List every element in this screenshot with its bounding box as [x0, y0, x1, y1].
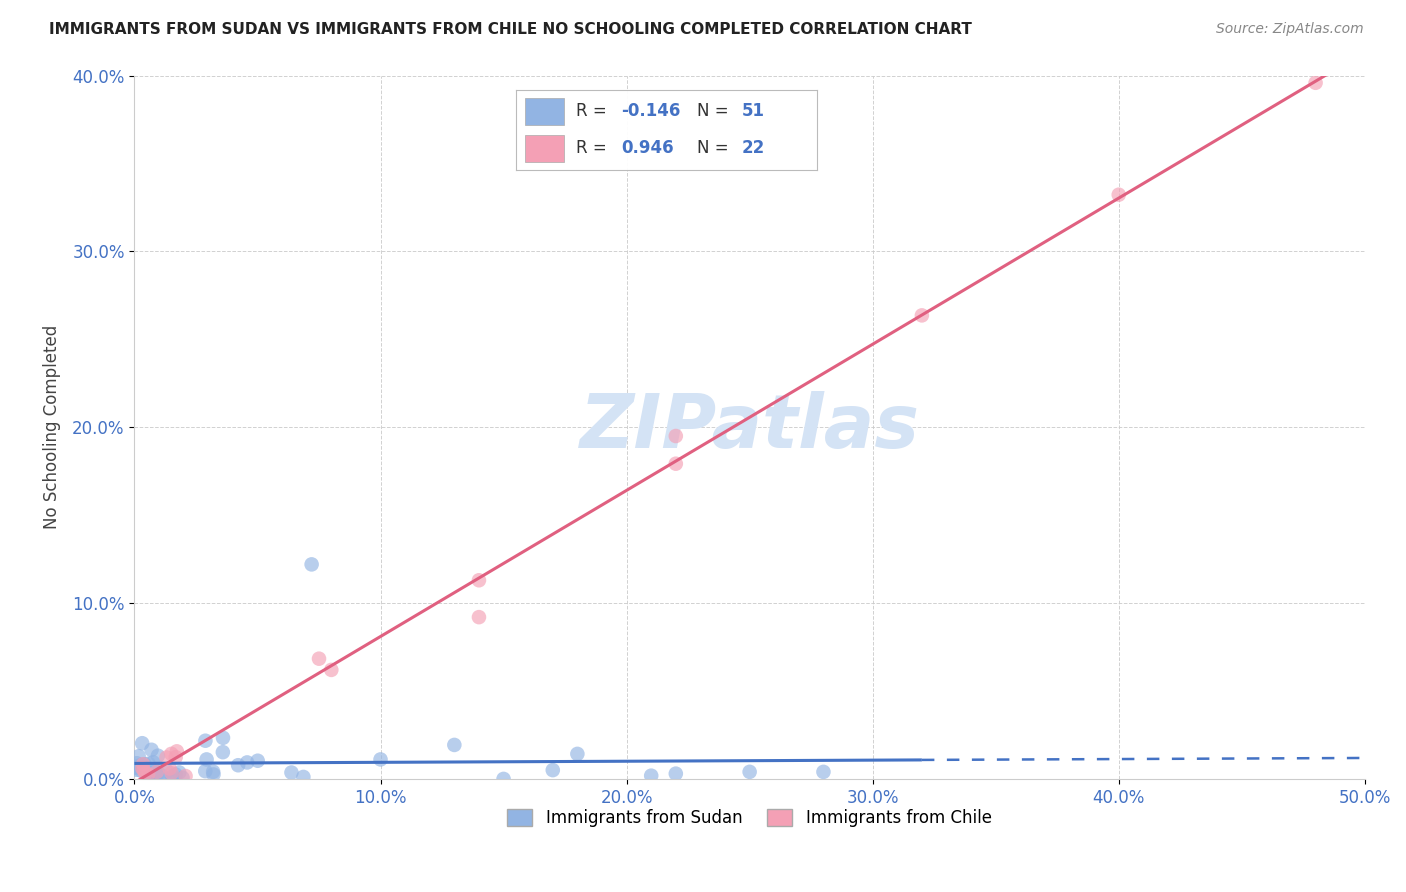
Point	[738, 764, 761, 779]
Point	[124, 761, 146, 775]
Point	[134, 757, 156, 772]
Point	[308, 651, 330, 665]
Point	[143, 765, 166, 780]
Point	[492, 772, 515, 786]
Point	[136, 767, 159, 781]
Point	[143, 765, 166, 780]
Point	[160, 747, 183, 761]
Point	[150, 769, 173, 783]
Point	[157, 772, 180, 786]
Point	[468, 574, 491, 588]
Point	[301, 558, 323, 572]
Point	[131, 757, 153, 772]
Point	[280, 765, 302, 780]
Point	[194, 764, 217, 779]
Point	[136, 766, 159, 780]
Point	[160, 766, 183, 780]
Point	[174, 769, 197, 783]
Point	[132, 763, 155, 777]
Point	[162, 770, 184, 784]
Point	[212, 745, 235, 759]
Point	[132, 757, 155, 772]
Point	[131, 761, 153, 775]
Point	[142, 767, 165, 781]
Point	[145, 770, 167, 784]
Point	[226, 758, 249, 772]
Point	[134, 766, 156, 780]
Point	[142, 756, 165, 770]
Text: ZIPatlas: ZIPatlas	[579, 391, 920, 464]
Point	[159, 762, 181, 776]
Point	[292, 770, 315, 784]
Point	[246, 754, 269, 768]
Point	[143, 770, 166, 784]
Point	[146, 748, 169, 763]
Point	[665, 766, 688, 780]
Point	[665, 429, 688, 443]
Point	[370, 752, 392, 766]
Point	[125, 756, 148, 771]
Point	[443, 738, 465, 752]
Point	[567, 747, 589, 761]
Point	[165, 750, 187, 764]
Point	[138, 756, 160, 771]
Y-axis label: No Schooling Completed: No Schooling Completed	[44, 325, 60, 529]
Point	[813, 764, 835, 779]
Point	[141, 772, 163, 786]
Text: Source: ZipAtlas.com: Source: ZipAtlas.com	[1216, 22, 1364, 37]
Point	[202, 764, 225, 779]
Point	[172, 771, 194, 785]
Point	[911, 309, 934, 323]
Point	[468, 610, 491, 624]
Point	[167, 765, 190, 780]
Point	[195, 752, 218, 766]
Text: IMMIGRANTS FROM SUDAN VS IMMIGRANTS FROM CHILE NO SCHOOLING COMPLETED CORRELATIO: IMMIGRANTS FROM SUDAN VS IMMIGRANTS FROM…	[49, 22, 972, 37]
Point	[165, 767, 187, 781]
Point	[156, 764, 179, 779]
Point	[141, 743, 163, 757]
Point	[125, 759, 148, 773]
Point	[541, 763, 564, 777]
Point	[212, 731, 235, 745]
Point	[1305, 76, 1327, 90]
Point	[146, 765, 169, 780]
Point	[202, 767, 225, 781]
Point	[236, 756, 259, 770]
Point	[131, 736, 153, 750]
Point	[194, 733, 217, 747]
Point	[136, 767, 159, 781]
Point	[640, 769, 662, 783]
Legend: Immigrants from Sudan, Immigrants from Chile: Immigrants from Sudan, Immigrants from C…	[501, 803, 998, 834]
Point	[128, 749, 150, 764]
Point	[125, 763, 148, 777]
Point	[321, 663, 343, 677]
Point	[166, 744, 188, 758]
Point	[129, 764, 152, 778]
Point	[146, 764, 169, 779]
Point	[1108, 187, 1130, 202]
Point	[665, 457, 688, 471]
Point	[155, 750, 177, 764]
